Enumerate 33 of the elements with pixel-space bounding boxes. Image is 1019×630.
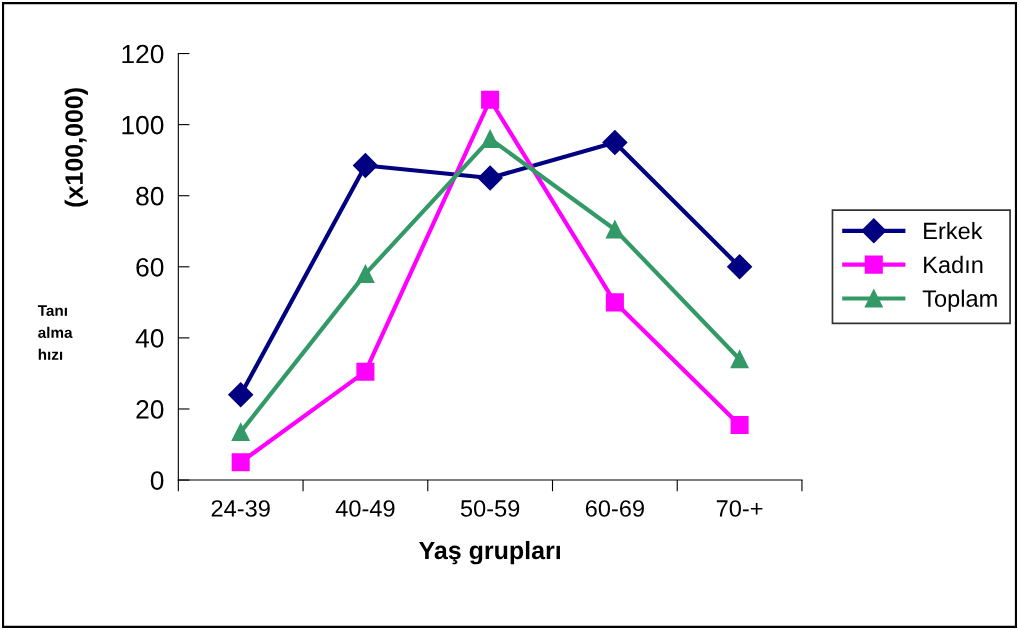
y-axis-title: (x100,000)	[64, 88, 88, 207]
x-tick-label: 60-69	[585, 500, 644, 517]
point	[730, 415, 749, 434]
y-tick-label: 100	[122, 115, 164, 135]
point	[605, 220, 624, 239]
x-tick-label: 40-49	[335, 500, 395, 517]
point	[228, 382, 254, 408]
point	[477, 165, 503, 191]
point	[602, 129, 628, 155]
point	[730, 350, 749, 369]
point	[727, 254, 753, 280]
point	[231, 453, 250, 472]
y-tick-label: 0	[150, 471, 164, 490]
x-tick-label: 24-39	[211, 500, 270, 517]
point	[352, 153, 378, 178]
text: Tanı alma hızı	[37, 305, 73, 360]
legend-label: Toplam	[922, 289, 997, 312]
y-tick-label: 80	[136, 186, 164, 206]
point	[481, 129, 500, 148]
x-axis-title: Yaş grupları	[419, 540, 560, 565]
point	[356, 362, 375, 381]
y-tick-label: 120	[122, 44, 164, 64]
point	[356, 264, 375, 283]
x-tick-label: 70-+	[716, 500, 763, 517]
y-tick-label: 20	[136, 400, 164, 419]
y-tick-label: 40	[135, 329, 164, 348]
legend-label: Kadın	[924, 255, 983, 274]
y-tick-label: 60	[136, 257, 164, 277]
x-tick-label: 50-59	[460, 500, 520, 517]
point	[481, 90, 500, 109]
legend-label: Erkek	[924, 221, 983, 240]
point	[605, 293, 624, 312]
point	[231, 423, 250, 442]
